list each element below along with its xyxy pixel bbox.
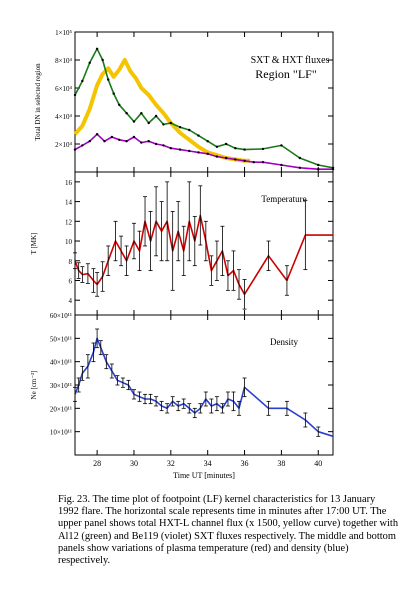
data-point (140, 112, 143, 115)
y-tick-label: 8 (69, 258, 73, 266)
data-point (162, 144, 165, 147)
data-point (298, 166, 302, 169)
data-point (125, 140, 128, 143)
series-line (74, 337, 334, 438)
data-point (206, 140, 209, 143)
y-tick-label: 30×10¹¹ (50, 382, 72, 390)
data-point (261, 161, 265, 164)
y-tick-label: 20×10¹¹ (50, 405, 72, 413)
y-tick-label: 8×10⁴ (55, 57, 72, 65)
y-tick-label: 10×10¹¹ (50, 429, 72, 437)
data-point (298, 156, 302, 160)
data-point (81, 79, 84, 83)
data-point (147, 121, 150, 125)
data-point (162, 123, 165, 126)
data-point (234, 147, 237, 150)
data-point (140, 141, 143, 144)
x-tick-label: 38 (277, 459, 285, 468)
data-point (178, 148, 182, 151)
data-point (112, 92, 115, 95)
y-tick-label: 6 (69, 277, 73, 285)
panel-title: SXT & HXT fluxes (251, 55, 330, 66)
y-tick-label: 10 (65, 238, 73, 246)
panel-2: 4 6 8 10 12 14 16 T [MK] Temperature (30, 171, 334, 316)
y-tick-label: 1×10⁵ (55, 29, 72, 37)
panel-frame (74, 314, 334, 456)
data-point (110, 135, 114, 139)
data-point (215, 145, 219, 148)
data-point (95, 47, 99, 50)
series-line (74, 47, 334, 169)
y-tick-label: 2×10⁴ (55, 141, 72, 149)
data-point (215, 155, 219, 158)
figure-caption: Fig. 23. The time plot of footpoint (LF)… (58, 494, 399, 567)
series-line (74, 133, 333, 170)
data-point (234, 158, 237, 161)
data-point (132, 120, 136, 123)
y-axis-label: T [MK] (30, 233, 38, 255)
data-point (101, 58, 104, 62)
data-point (206, 152, 209, 155)
data-point (280, 144, 283, 147)
data-point (169, 121, 173, 125)
data-point (118, 138, 121, 141)
data-point (88, 61, 91, 64)
series-line (73, 58, 251, 163)
data-point (243, 148, 246, 151)
data-point (154, 114, 158, 118)
data-point (197, 151, 200, 154)
data-point (188, 128, 191, 132)
y-tick-label: 4 (69, 297, 73, 305)
data-point (178, 126, 182, 129)
data-point (331, 168, 335, 171)
x-tick-label: 40 (314, 459, 322, 468)
data-point (317, 163, 320, 167)
data-point (81, 144, 84, 147)
data-point (188, 149, 191, 153)
data-point (280, 163, 283, 167)
data-point (95, 133, 99, 136)
data-point (88, 140, 91, 143)
y-tick-label: 14 (65, 199, 73, 207)
series-line (74, 214, 333, 296)
panel-subtitle: Region "LF" (255, 67, 317, 81)
figure-svg: 2×10⁴ 4×10⁴ 6×10⁴ 8×10⁴ 1×10⁵ Total DN in sel… (30, 29, 335, 480)
data-point (132, 135, 136, 139)
data-point (243, 159, 246, 162)
x-tick-label: 32 (167, 459, 175, 468)
data-point (224, 156, 228, 160)
panel-title: Density (270, 337, 298, 347)
data-point (103, 140, 106, 143)
data-point (147, 140, 150, 143)
y-tick-label: 50×10¹¹ (50, 335, 72, 343)
x-tick-label: 28 (93, 459, 101, 468)
data-point (252, 161, 255, 164)
y-tick-label: 4×10⁴ (55, 113, 72, 121)
x-axis-label: Time UT [minutes] (173, 471, 235, 480)
data-point (106, 78, 110, 81)
panel-1: 2×10⁴ 4×10⁴ 6×10⁴ 8×10⁴ 1×10⁵ Total DN in sel… (34, 29, 335, 173)
x-tick-label: 34 (204, 459, 212, 468)
data-point (118, 103, 121, 107)
data-point (261, 147, 265, 151)
y-axis-label: Ne [cm⁻³] (30, 371, 38, 400)
data-point (154, 142, 158, 146)
y-tick-label: 6×10⁴ (55, 85, 72, 93)
data-point (125, 112, 128, 115)
y-tick-label: 16 (65, 179, 73, 187)
y-tick-label: 60×10¹¹ (50, 312, 72, 320)
panel-title: Temperature (261, 194, 306, 204)
data-point (73, 93, 77, 97)
data-point (317, 168, 320, 171)
x-tick-label: 36 (241, 459, 249, 468)
y-tick-label: 12 (65, 218, 73, 226)
y-tick-label: 40×10¹¹ (50, 359, 72, 367)
panel-3: 10×10¹¹ 20×10¹¹ 30×10¹¹ 40×10¹¹ 50×10¹¹ 60×10… (30, 312, 334, 480)
data-point (73, 148, 77, 151)
y-axis-label: Total DN in selected region (34, 63, 42, 141)
x-tick-label: 30 (130, 459, 138, 468)
data-point (224, 142, 228, 146)
data-point (169, 147, 173, 150)
data-point (197, 134, 200, 137)
